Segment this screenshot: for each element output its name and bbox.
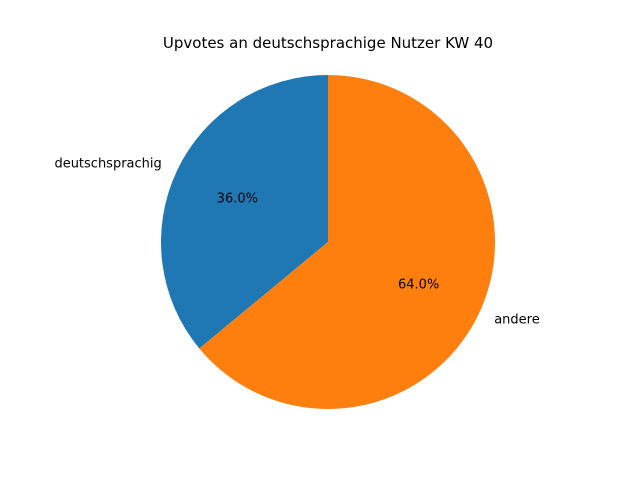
pct-label-andere: 64.0%	[398, 277, 440, 293]
chart-title: Upvotes an deutschsprachige Nutzer KW 40	[162, 34, 494, 52]
pie-slice-andere	[199, 75, 495, 409]
pct-label-deutschsprachig: 36.0%	[216, 191, 258, 207]
pie-slice-deutschsprachig	[160, 75, 328, 349]
slice-label-andere: andere	[494, 312, 540, 328]
slice-label-deutschsprachig: deutschsprachig	[54, 156, 162, 172]
